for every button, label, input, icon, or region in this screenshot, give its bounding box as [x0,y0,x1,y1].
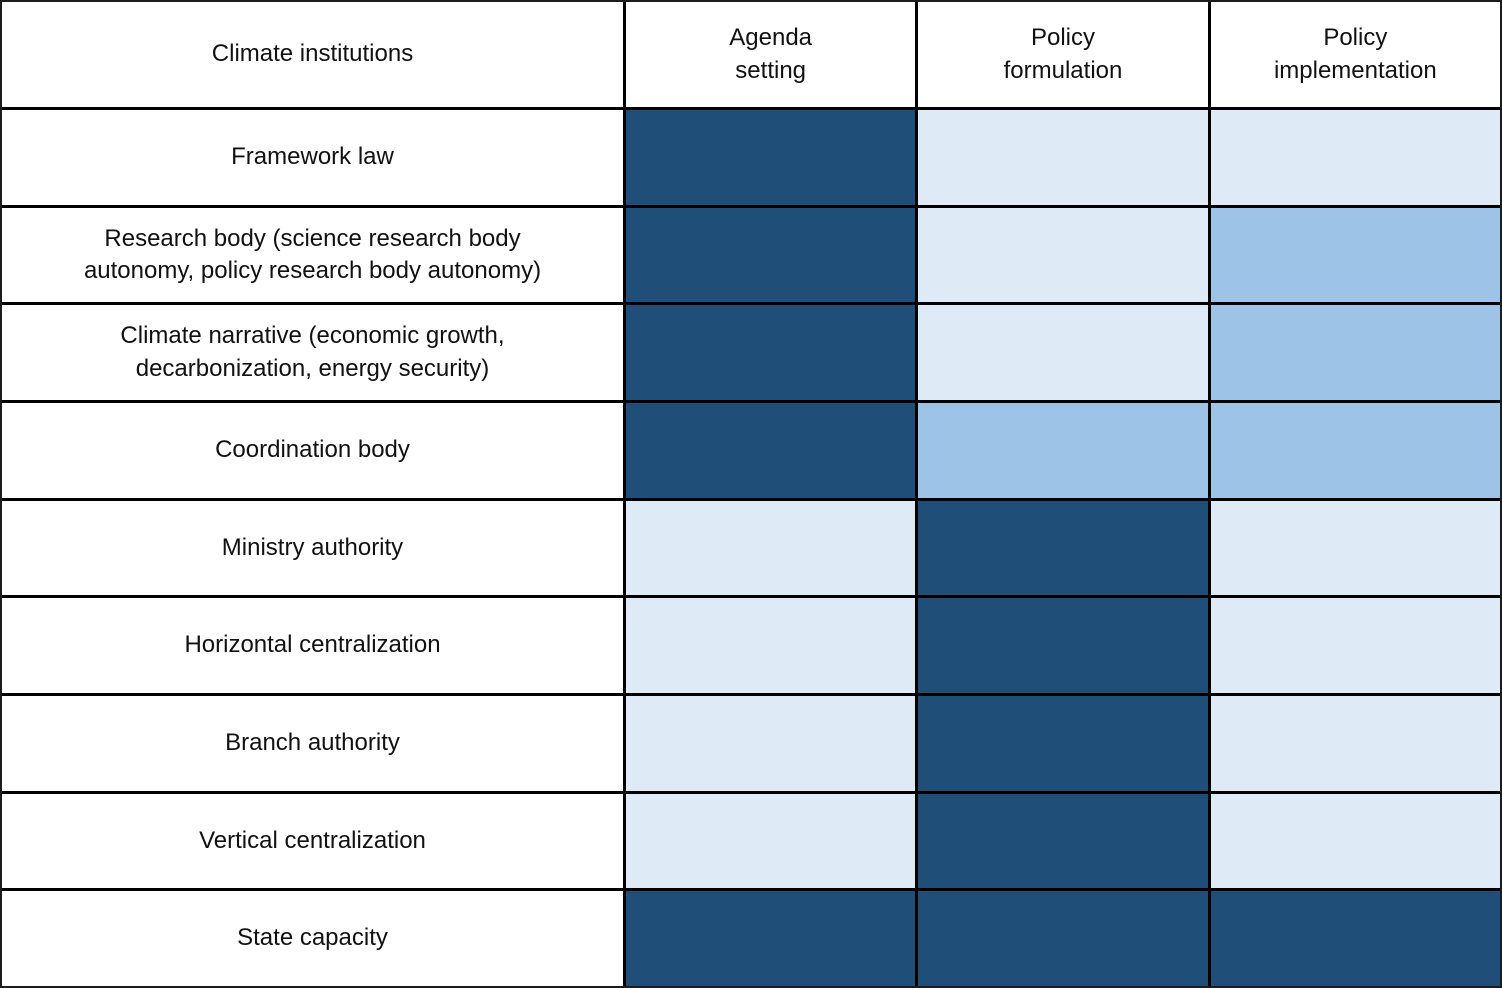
corner-header: Climate institutions [2,2,623,107]
cell-state-capacity-agenda-setting [626,891,916,986]
cell-coordination-body-policy-formulation [918,402,1208,498]
row-label-framework-law: Framework law [2,110,623,205]
cell-vertical-centralization-agenda-setting [626,793,916,889]
row-label-climate-narrative: Climate narrative (economic growth, deca… [2,305,623,400]
cell-research-body-agenda-setting [626,207,916,303]
cell-horizontal-centralization-policy-formulation [918,598,1208,693]
cell-climate-narrative-policy-implementation [1210,305,1500,400]
cell-horizontal-centralization-policy-implementation [1210,598,1500,693]
cell-ministry-authority-policy-implementation [1210,500,1500,596]
cell-climate-narrative-policy-formulation [918,305,1208,400]
cell-state-capacity-policy-formulation [918,891,1208,986]
row-label-coordination-body: Coordination body [2,402,623,498]
cell-vertical-centralization-policy-formulation [918,793,1208,889]
cell-coordination-body-policy-implementation [1210,402,1500,498]
row-label-vertical-centralization: Vertical centralization [2,793,623,889]
cell-state-capacity-policy-implementation [1210,891,1500,986]
cell-horizontal-centralization-agenda-setting [626,598,916,693]
row-label-state-capacity: State capacity [2,891,623,986]
cell-ministry-authority-policy-formulation [918,500,1208,596]
cell-framework-law-agenda-setting [626,110,916,205]
cell-framework-law-policy-formulation [918,110,1208,205]
cell-vertical-centralization-policy-implementation [1210,793,1500,889]
row-label-horizontal-centralization: Horizontal centralization [2,598,623,693]
row-label-ministry-authority: Ministry authority [2,500,623,596]
cell-coordination-body-agenda-setting [626,402,916,498]
column-header-agenda-setting: Agenda setting [626,2,916,107]
cell-climate-narrative-agenda-setting [626,305,916,400]
cell-branch-authority-policy-implementation [1210,695,1500,791]
cell-ministry-authority-agenda-setting [626,500,916,596]
row-label-research-body: Research body (science research body aut… [2,207,623,303]
cell-research-body-policy-formulation [918,207,1208,303]
column-header-policy-implementation: Policy implementation [1210,2,1500,107]
cell-framework-law-policy-implementation [1210,110,1500,205]
cell-branch-authority-policy-formulation [918,695,1208,791]
column-header-policy-formulation: Policy formulation [918,2,1208,107]
cell-branch-authority-agenda-setting [626,695,916,791]
cell-research-body-policy-implementation [1210,207,1500,303]
row-label-branch-authority: Branch authority [2,695,623,791]
